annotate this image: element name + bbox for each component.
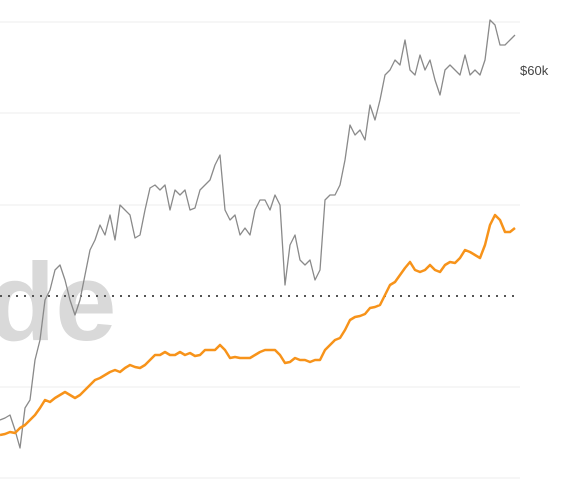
y-tick-label: $60k [520,63,549,78]
line-series [0,213,516,437]
watermark: de [0,241,116,364]
line-series [0,19,516,449]
